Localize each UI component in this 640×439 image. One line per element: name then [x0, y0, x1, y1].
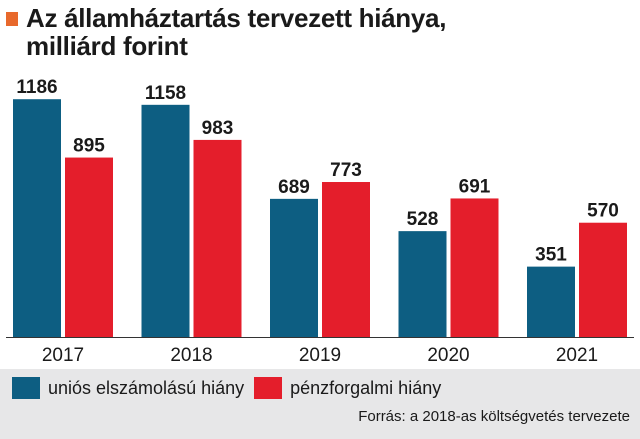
legend-swatch-eu: [12, 377, 40, 399]
chart-title-line-1: Az államháztartás tervezett hiánya,: [26, 3, 447, 33]
bar-cash-2017: [65, 157, 113, 337]
value-label-cash-2017: 895: [73, 136, 105, 157]
legend-label-eu: uniós elszámolású hiány: [48, 377, 245, 398]
x-tick-2021: 2021: [556, 345, 598, 366]
value-label-cash-2019: 773: [330, 160, 362, 181]
legend: uniós elszámolású hiány pénzforgalmi hiá…: [12, 377, 451, 399]
chart-title: Az államháztartás tervezett hiánya, mill…: [6, 4, 634, 60]
legend-label-cash: pénzforgalmi hiány: [290, 377, 442, 398]
chart-title-line-2: milliárd forint: [26, 31, 188, 61]
value-label-cash-2021: 570: [587, 201, 619, 222]
bar-cash-2021: [579, 222, 627, 337]
bar-cash-2018: [193, 139, 242, 337]
value-label-eu-2019: 689: [278, 177, 310, 198]
title-marker: [6, 12, 18, 26]
x-tick-2019: 2019: [299, 345, 341, 366]
value-label-eu-2021: 351: [535, 245, 567, 266]
value-label-eu-2018: 1158: [145, 83, 186, 104]
legend-swatch-cash: [254, 377, 283, 399]
legend-item-cash: pénzforgalmi hiány: [254, 377, 441, 399]
bar-eu-2020: [398, 231, 447, 337]
legend-item-eu: uniós elszámolású hiány: [12, 377, 244, 399]
bar-eu-2021: [527, 266, 575, 337]
bar-eu-2017: [13, 99, 61, 337]
value-label-cash-2018: 983: [202, 118, 234, 139]
x-tick-2020: 2020: [427, 345, 469, 366]
value-label-eu-2020: 528: [407, 209, 439, 230]
bar-eu-2019: [270, 198, 318, 337]
bar-chart: 1186 895 2017 1158 983 2018 689 773 2019 528 691 20…: [6, 77, 634, 366]
x-tick-2018: 2018: [170, 345, 212, 366]
bar-cash-2019: [322, 182, 370, 337]
bar-cash-2020: [450, 198, 499, 337]
value-label-cash-2020: 691: [459, 176, 491, 197]
source-note: Forrás: a 2018-as költségvetés tervezete: [358, 408, 630, 425]
x-tick-2017: 2017: [42, 345, 84, 366]
bar-eu-2018: [141, 104, 190, 337]
legend-band: [0, 369, 640, 439]
value-label-eu-2017: 1186: [16, 77, 57, 98]
